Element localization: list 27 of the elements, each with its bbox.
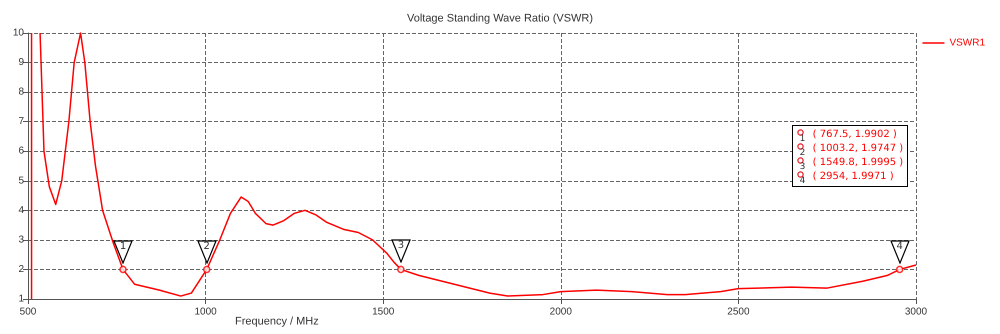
y-tick-label: 10 — [12, 28, 24, 38]
annotation: 1 — [118, 240, 128, 252]
chart-title: Voltage Standing Wave Ratio (VSWR) — [406, 12, 594, 24]
legend-label: VSWR1 — [949, 38, 986, 48]
annotation: 4 — [895, 240, 904, 252]
annotation: 3 — [396, 240, 406, 252]
y-tick-label: 6 — [18, 146, 24, 157]
x-tick-label: 2000 — [550, 306, 572, 318]
y-tick-label: 5 — [18, 175, 24, 186]
x-tick-label: 3000 — [904, 306, 928, 318]
y-tick-label: 2 — [18, 264, 24, 275]
x-tick-label: 1500 — [372, 306, 395, 318]
x-tick-label: 500 — [20, 306, 37, 318]
y-tick-label: 8 — [18, 86, 24, 98]
y-tick-label: 4 — [18, 204, 24, 216]
y-tick-label: 7 — [18, 116, 24, 128]
y-tick-label: 9 — [18, 57, 24, 68]
annotation: ( 2954, 1.9971 ) — [812, 170, 894, 184]
x-tick-label: 2500 — [727, 306, 750, 318]
x-axis-title: Frequency / MHz — [235, 316, 319, 328]
y-tick-label: 1 — [18, 294, 24, 304]
y-tick-label: 3 — [18, 234, 24, 246]
annotation: ( 767.5, 1.9902 ) — [812, 128, 897, 142]
annotation: 2 — [202, 241, 211, 252]
annotation: ( 1549.8, 1.9995 ) — [812, 156, 904, 170]
annotation: ( 1003.2, 1.9747 ) — [812, 142, 904, 156]
x-tick-label: 1000 — [194, 306, 218, 318]
